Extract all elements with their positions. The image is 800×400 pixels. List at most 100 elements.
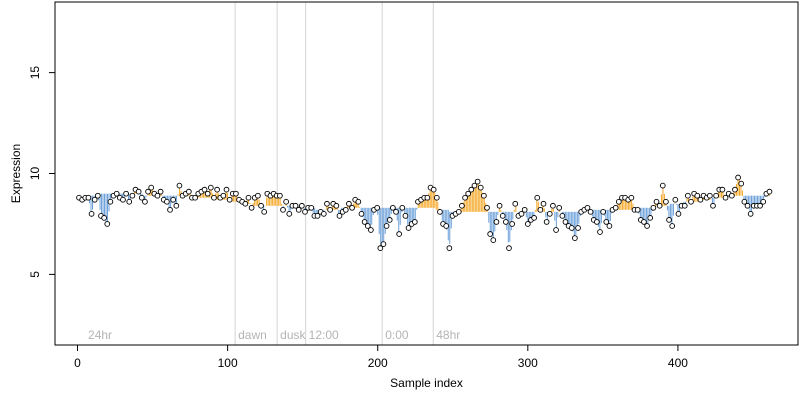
data-point bbox=[615, 198, 622, 205]
data-point bbox=[612, 204, 619, 211]
x-tick-label: 0 bbox=[74, 356, 81, 370]
data-point bbox=[123, 190, 129, 197]
data-point bbox=[634, 206, 641, 213]
data-point bbox=[653, 198, 660, 205]
x-tick-label: 300 bbox=[518, 356, 538, 370]
data-point bbox=[540, 200, 547, 207]
data-point bbox=[242, 200, 249, 207]
data-point bbox=[556, 204, 563, 211]
data-point bbox=[129, 192, 136, 199]
data-point bbox=[550, 202, 556, 209]
data-point bbox=[173, 202, 180, 209]
data-point bbox=[537, 206, 544, 213]
data-point bbox=[553, 227, 559, 233]
data-point bbox=[308, 204, 315, 211]
data-point bbox=[446, 245, 453, 252]
data-point bbox=[245, 194, 252, 201]
data-point bbox=[518, 211, 525, 217]
data-point bbox=[164, 198, 170, 205]
data-point bbox=[255, 192, 261, 199]
data-point bbox=[295, 206, 302, 213]
data-point bbox=[327, 206, 333, 213]
data-point bbox=[364, 223, 371, 229]
data-point bbox=[697, 196, 704, 203]
data-point bbox=[462, 194, 468, 201]
data-point bbox=[647, 215, 654, 221]
data-point bbox=[603, 219, 610, 225]
data-point bbox=[732, 186, 738, 193]
data-point bbox=[170, 196, 177, 203]
data-point bbox=[663, 198, 669, 205]
data-point bbox=[286, 211, 293, 217]
data-point bbox=[88, 211, 95, 217]
x-tick-label: 200 bbox=[368, 356, 388, 370]
data-point bbox=[694, 192, 701, 199]
data-point bbox=[148, 184, 155, 191]
data-point bbox=[277, 192, 283, 199]
plot-frame bbox=[54, 1, 799, 346]
data-point bbox=[186, 188, 192, 195]
data-point bbox=[233, 190, 239, 197]
vertical-marker-label: 0:00 bbox=[385, 328, 409, 342]
data-point bbox=[336, 213, 343, 219]
data-point bbox=[292, 202, 299, 209]
data-point bbox=[534, 194, 541, 201]
data-point bbox=[512, 200, 519, 207]
data-point bbox=[521, 206, 528, 213]
data-point bbox=[666, 217, 672, 223]
data-point bbox=[606, 223, 613, 229]
data-point bbox=[223, 186, 230, 193]
vertical-marker-label: 12:00 bbox=[309, 328, 339, 342]
data-point bbox=[349, 204, 355, 211]
data-point bbox=[597, 229, 603, 235]
data-point bbox=[760, 198, 767, 205]
data-point bbox=[368, 227, 374, 233]
data-point bbox=[361, 219, 368, 225]
data-point bbox=[302, 208, 308, 215]
data-point bbox=[145, 188, 151, 195]
data-point bbox=[722, 194, 729, 201]
data-point bbox=[342, 206, 349, 213]
vertical-marker-lines bbox=[234, 2, 434, 345]
data-point bbox=[314, 213, 321, 219]
data-point bbox=[377, 245, 384, 252]
data-point bbox=[405, 225, 412, 231]
data-point bbox=[107, 198, 114, 205]
data-point bbox=[559, 213, 566, 219]
data-point bbox=[669, 223, 676, 229]
y-axis: 5 10 15 bbox=[28, 66, 55, 278]
data-point bbox=[355, 198, 362, 205]
data-point bbox=[546, 211, 553, 217]
data-point bbox=[85, 194, 92, 201]
data-point bbox=[94, 192, 101, 199]
data-point bbox=[280, 206, 286, 213]
data-point bbox=[258, 202, 264, 209]
data-point bbox=[220, 192, 227, 199]
data-point bbox=[126, 198, 133, 205]
data-point bbox=[587, 208, 594, 215]
data-point bbox=[502, 219, 509, 225]
data-point bbox=[424, 194, 431, 201]
data-point bbox=[685, 192, 691, 199]
data-point bbox=[443, 223, 450, 229]
data-point bbox=[656, 202, 663, 209]
data-point bbox=[672, 196, 679, 203]
data-point bbox=[728, 192, 735, 199]
data-point bbox=[575, 225, 581, 231]
data-point bbox=[465, 190, 472, 197]
data-point bbox=[735, 174, 741, 181]
data-point bbox=[710, 202, 716, 209]
data-point bbox=[142, 198, 148, 205]
data-point bbox=[459, 202, 465, 209]
vertical-marker-label: 48hr bbox=[436, 328, 460, 342]
data-point bbox=[471, 182, 478, 189]
data-point bbox=[506, 245, 512, 252]
x-axis: 0 100 200 300 400 bbox=[74, 345, 688, 370]
data-point bbox=[477, 184, 484, 191]
data-point bbox=[600, 208, 606, 215]
data-point bbox=[496, 202, 503, 209]
data-point bbox=[572, 235, 578, 241]
data-point bbox=[430, 186, 437, 193]
data-point bbox=[207, 184, 214, 191]
data-point bbox=[524, 221, 531, 227]
